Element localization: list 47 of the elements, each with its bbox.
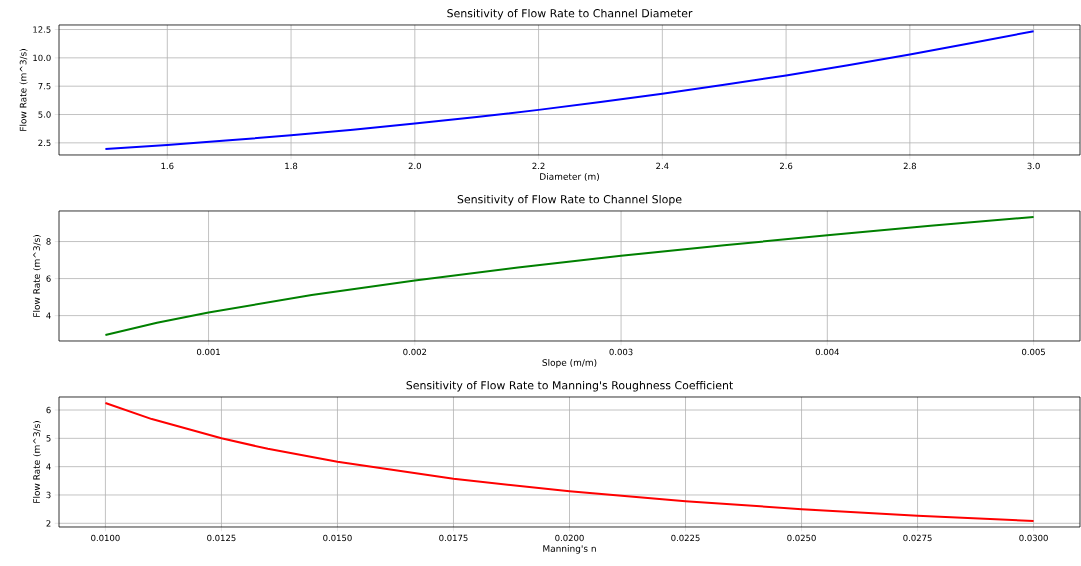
x-tick-label: 2.0 (408, 162, 421, 170)
x-tick-label: 0.0250 (787, 534, 816, 542)
x-tick-label: 1.6 (161, 162, 174, 170)
x-tick-label: 2.2 (532, 162, 545, 170)
x-tick-label: 2.6 (779, 162, 793, 170)
x-axis-title: Manning's n (543, 545, 596, 554)
x-tick-label: 2.8 (903, 162, 916, 170)
x-tick-label: 0.0275 (903, 534, 932, 542)
line-series (104, 30, 1035, 151)
x-axis-title: Diameter (m) (540, 173, 599, 181)
y-tick-label: 2.5 (38, 139, 51, 147)
y-tick-label: 5 (46, 435, 51, 442)
y-tick-label: 4 (46, 463, 51, 470)
y-tick-label: 5.0 (38, 111, 51, 118)
x-tick-label: 0.005 (1022, 348, 1045, 356)
y-axis-title: Flow Rate (m^3/s) (33, 421, 42, 503)
y-tick-label: 2 (46, 520, 51, 527)
y-tick-label: 6 (46, 406, 51, 414)
y-tick-label: 7.5 (38, 83, 51, 90)
y-tick-label: 12.5 (33, 26, 51, 33)
y-tick-label: 4 (46, 312, 51, 319)
y-axis-title: Flow Rate (m^3/s) (19, 49, 28, 131)
x-tick-label: 0.0125 (207, 534, 236, 542)
chart-title: Sensitivity of Flow Rate to Channel Diameter (447, 8, 693, 20)
x-tick-label: 0.0100 (91, 534, 120, 542)
x-tick-label: 0.0175 (439, 534, 468, 542)
chart-title: Sensitivity of Flow Rate to Channel Slope (457, 194, 682, 206)
line-series (104, 215, 1035, 337)
line-series (104, 401, 1035, 523)
x-tick-label: 0.002 (403, 348, 427, 356)
x-tick-label: 0.0225 (671, 534, 700, 542)
x-tick-label: 0.0150 (323, 534, 352, 542)
y-tick-label: 10.0 (33, 54, 51, 62)
y-tick-label: 6 (46, 275, 51, 282)
y-tick-label: 3 (46, 491, 51, 499)
chart-title: Sensitivity of Flow Rate to Manning's Roughness Coefficient (406, 380, 733, 392)
y-tick-label: 8 (46, 238, 51, 245)
x-axis-title: Slope (m/m) (542, 359, 597, 368)
x-tick-label: 0.0200 (555, 534, 584, 542)
x-tick-label: 2.4 (656, 162, 669, 170)
y-axis-title: Flow Rate (m^3/s) (33, 235, 42, 317)
x-tick-label: 0.001 (196, 348, 220, 356)
x-tick-label: 0.003 (609, 348, 633, 356)
x-tick-label: 0.004 (815, 348, 839, 356)
x-tick-label: 0.0300 (1019, 534, 1048, 542)
x-tick-label: 1.8 (285, 162, 298, 170)
x-tick-label: 3.0 (1027, 162, 1040, 170)
